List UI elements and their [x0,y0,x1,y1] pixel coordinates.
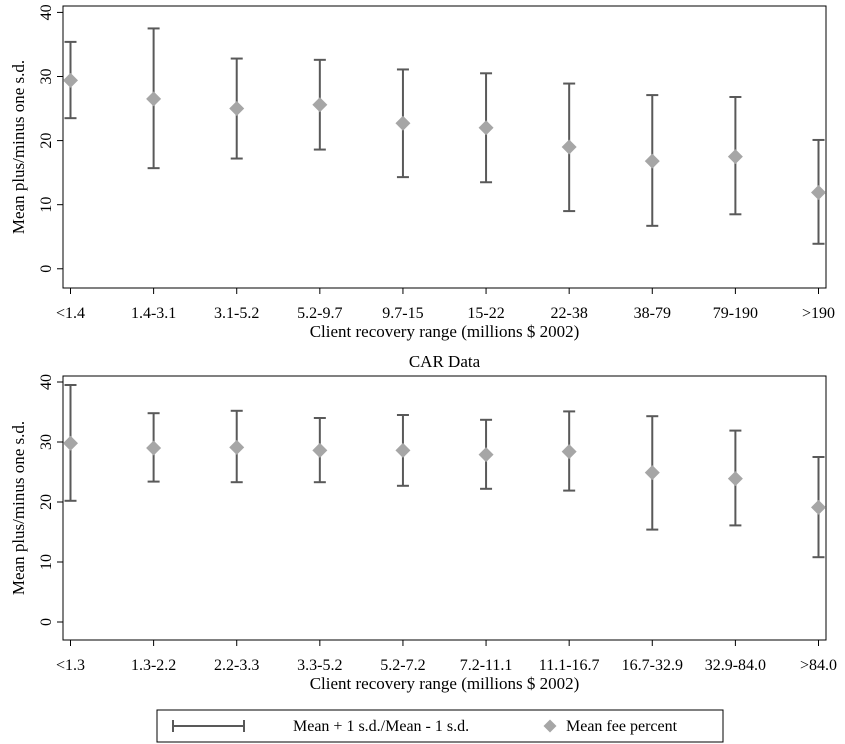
mean-marker [312,97,328,113]
x-tick-label: 79-190 [713,305,758,322]
y-tick-label: 40 [38,374,55,390]
mean-marker [229,439,245,455]
mean-marker [561,139,577,155]
legend-errorbar-key [172,720,245,732]
x-tick-label: 32.9-84.0 [705,657,766,674]
y-tick-label: 0 [38,618,55,626]
y-tick-label: 30 [38,434,55,450]
mean-marker [727,471,743,487]
x-tick-label: 11.1-16.7 [539,657,600,674]
mean-marker [478,447,494,463]
x-tick-label: 1.3-2.2 [131,657,176,674]
x-tick-label: 38-79 [634,305,671,322]
x-tick-label: 16.7-32.9 [622,657,683,674]
x-tick-label: 1.4-3.1 [131,305,176,322]
x-axis-label: Client recovery range (millions $ 2002) [310,674,580,693]
mean-marker [644,465,660,481]
mean-marker [811,185,826,201]
legend-marker-key [543,719,557,733]
y-axis-label: Mean plus/minus one s.d. [9,421,28,595]
legend-errorbar-label: Mean + 1 s.d./Mean - 1 s.d. [293,718,469,735]
mean-marker [63,435,78,451]
plot-frame [62,375,827,641]
chart-panel-2: CAR Data 0 10 20 30 40 Mean plus/minus one s.d… [9,352,837,693]
y-tick-label: 30 [38,69,55,85]
mean-marker [312,442,328,458]
x-tick-label: 15-22 [467,305,504,322]
mean-marker [727,149,743,165]
x-tick-label: <1.4 [56,305,85,322]
y-axis-label: Mean plus/minus one s.d. [9,60,28,234]
legend: Mean + 1 s.d./Mean - 1 s.d. Mean fee perc… [156,709,724,743]
mean-marker [395,442,411,458]
x-tick-label: 7.2-11.1 [460,657,513,674]
legend-box [156,709,724,743]
x-tick-label: 9.7-15 [382,305,423,322]
legend-marker-label: Mean fee percent [566,718,678,735]
x-tick-label: >84.0 [800,657,837,674]
mean-marker [644,153,660,169]
x-tick-label: 2.2-3.3 [214,657,259,674]
x-tick-label: >190 [802,305,835,322]
x-tick-label: <1.3 [56,657,85,674]
mean-marker [478,120,494,136]
mean-marker [63,72,78,88]
x-tick-label: 3.3-5.2 [297,657,342,674]
y-tick-label: 20 [38,133,55,149]
y-tick-label: 20 [38,494,55,510]
x-tick-label: 5.2-9.7 [297,305,342,322]
y-tick-label: 10 [38,554,55,570]
mean-marker [811,499,826,515]
plot-frame [62,5,827,289]
y-tick-label: 10 [38,197,55,213]
y-tick-label: 40 [38,4,55,20]
chart-title: CAR Data [409,352,481,371]
mean-marker [395,115,411,131]
mean-marker [229,101,245,117]
mean-marker [146,91,162,107]
mean-marker [561,444,577,460]
x-tick-label: 5.2-7.2 [380,657,425,674]
mean-marker [146,440,162,456]
x-tick-label: 22-38 [551,305,588,322]
x-tick-label: 3.1-5.2 [214,305,259,322]
y-tick-label: 0 [38,265,55,273]
chart-panel-1: 0 10 20 30 40 Mean plus/minus one s.d. <1.4 1.4… [9,4,835,341]
x-axis-label: Client recovery range (millions $ 2002) [310,322,580,341]
